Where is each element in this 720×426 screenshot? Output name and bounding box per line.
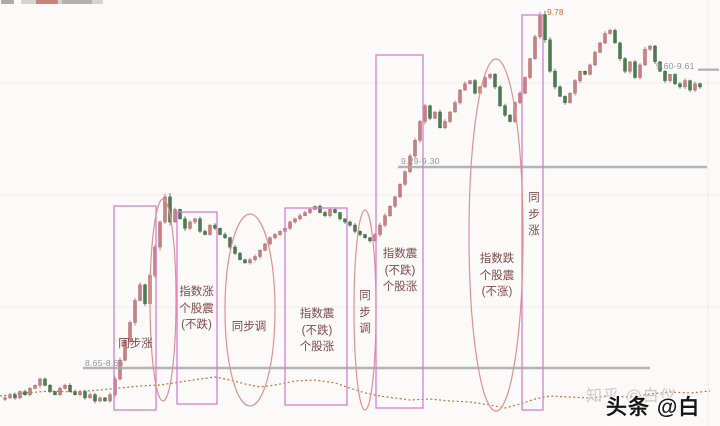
annotation-label: 指数涨 个股震 (不跌) (179, 286, 214, 332)
annotation-rect (176, 211, 218, 405)
annotation-label: 同步调 (231, 321, 267, 333)
toolbar-remnant-mark (62, 0, 92, 4)
annotation-ellipse (468, 58, 524, 412)
annotation-ellipse (353, 209, 377, 411)
high-price-label: 9.78 (547, 7, 564, 17)
annotation-label: 指数震 (不跌) 个股涨 (299, 308, 335, 354)
annotation-rect (284, 207, 348, 406)
toolbar-remnant-mark (36, 0, 58, 4)
candles-group (3, 10, 702, 404)
annotation-label: 指数跌 个股震 (不涨) (479, 253, 515, 299)
annotation-rect (521, 14, 544, 411)
annotation-label: 同 步 调 (359, 290, 371, 336)
annotation-label: 同步涨 (118, 338, 153, 350)
index-overlay-line (0, 376, 711, 409)
annotation-label: 同 步 涨 (528, 192, 540, 238)
price-level-label: 8.65-8.66 (85, 358, 124, 368)
annotation-ellipse (149, 198, 177, 402)
toolbar-remnant-mark (1, 0, 14, 4)
watermark-zhihu: 知乎 @白仪 (586, 388, 677, 405)
price-level-label: 9.60-9.61 (656, 61, 695, 71)
annotation-label: 指数震 (不跌) 个股涨 (382, 248, 418, 294)
price-level-label: 9.29-9.30 (401, 156, 440, 166)
annotation-rect (113, 205, 157, 411)
watermark-toutiao: 头条 @白仪 (606, 396, 701, 419)
annotation-rect (375, 54, 424, 409)
annotation-ellipse (224, 213, 276, 407)
